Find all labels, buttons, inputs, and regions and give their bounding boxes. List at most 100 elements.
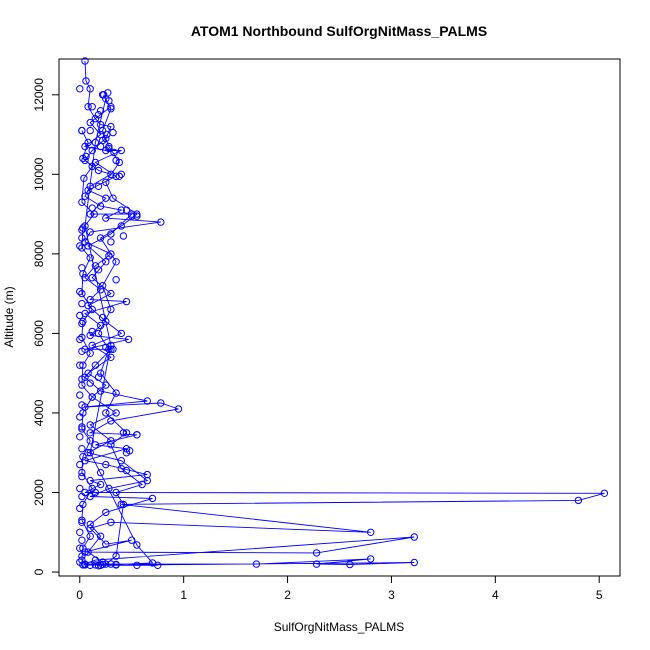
chart-title: ATOM1 Northbound SulfOrgNitMass_PALMS — [191, 23, 487, 39]
data-point — [86, 421, 94, 429]
data-point — [84, 369, 92, 377]
data-point — [157, 218, 165, 226]
data-point — [410, 558, 418, 567]
data-point — [112, 258, 120, 266]
data-point — [124, 335, 133, 344]
data-point — [96, 321, 105, 330]
data-point — [96, 202, 105, 210]
data-point — [107, 417, 115, 425]
series-line-2 — [81, 94, 144, 566]
x-tick-label: 5 — [596, 588, 603, 602]
y-tick-label: 12000 — [32, 78, 46, 112]
data-point — [76, 544, 84, 552]
data-point — [104, 89, 112, 97]
data-point — [82, 152, 90, 161]
data-point — [133, 212, 141, 220]
data-point — [86, 520, 94, 528]
data-point — [86, 449, 94, 457]
x-axis-label: SulfOrgNitMass_PALMS — [274, 620, 404, 634]
data-point — [148, 559, 157, 567]
data-point — [107, 341, 115, 349]
data-point — [107, 170, 115, 179]
data-point — [98, 282, 107, 290]
data-point — [105, 97, 113, 105]
data-point — [128, 210, 136, 218]
data-point — [86, 524, 94, 532]
data-point — [252, 560, 261, 568]
data-point — [122, 466, 131, 475]
y-tick-label: 6000 — [32, 320, 46, 347]
data-point — [112, 552, 120, 560]
data-point — [88, 103, 96, 111]
data-point — [76, 287, 84, 296]
data-point — [96, 234, 105, 242]
data-point — [84, 103, 92, 111]
data-point — [117, 457, 126, 465]
data-point — [96, 468, 105, 477]
data-point — [76, 335, 84, 344]
data-point — [86, 85, 94, 93]
data-point — [128, 212, 136, 220]
series-line-3 — [83, 106, 153, 563]
data-point — [143, 476, 152, 485]
data-point — [88, 327, 96, 336]
data-point — [78, 445, 86, 453]
data-point — [117, 206, 126, 214]
data-point — [76, 85, 84, 93]
data-point — [94, 562, 103, 570]
data-point — [79, 361, 87, 369]
data-point — [157, 399, 165, 407]
data-point — [98, 126, 107, 135]
data-point — [78, 518, 86, 526]
data-point — [574, 496, 583, 505]
data-point — [117, 222, 126, 230]
series-layer — [81, 60, 605, 566]
data-point — [91, 158, 100, 167]
data-point — [86, 429, 94, 437]
data-point — [81, 561, 89, 569]
data-point — [117, 464, 126, 473]
data-point — [107, 518, 115, 526]
series-line-1 — [82, 60, 605, 566]
data-point — [133, 431, 141, 439]
data-point — [119, 500, 128, 509]
data-point — [78, 289, 86, 298]
data-point — [94, 373, 103, 381]
data-point — [148, 494, 157, 503]
data-point — [78, 401, 86, 409]
data-point — [88, 146, 96, 155]
data-point — [117, 170, 126, 179]
x-tick-label: 3 — [388, 588, 395, 602]
data-point — [94, 166, 103, 175]
data-point — [96, 369, 105, 377]
data-point — [81, 57, 89, 65]
data-point — [76, 391, 84, 399]
data-point — [119, 232, 128, 240]
data-point — [102, 178, 110, 187]
y-tick-label: 4000 — [32, 399, 46, 426]
data-point — [78, 319, 86, 328]
data-point — [107, 345, 115, 353]
data-point — [96, 142, 105, 151]
y-axis-label: Altitude (m) — [2, 286, 16, 347]
data-point — [94, 111, 103, 119]
y-axis: 0 2000 4000 6000 8000 10000 12000 — [32, 78, 60, 575]
data-point — [94, 182, 103, 191]
data-point — [78, 423, 86, 431]
data-point — [86, 561, 94, 569]
x-tick-label: 2 — [284, 588, 291, 602]
data-point — [81, 274, 89, 282]
data-point — [102, 460, 110, 469]
data-point — [86, 182, 94, 191]
data-point — [107, 105, 115, 113]
y-tick-label: 0 — [32, 568, 46, 575]
data-point — [86, 126, 94, 135]
data-point — [410, 533, 418, 541]
data-point — [117, 500, 126, 509]
data-point — [109, 345, 117, 353]
data-point — [133, 541, 141, 549]
data-point — [88, 305, 96, 314]
data-point — [81, 192, 89, 200]
data-point — [76, 504, 84, 513]
data-point — [88, 274, 96, 282]
